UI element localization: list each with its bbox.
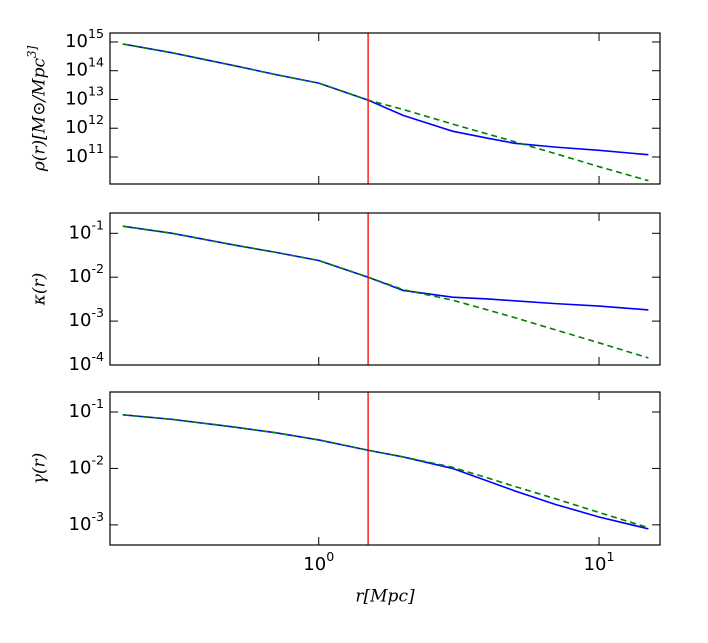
y-tick-label: 10-4: [69, 349, 104, 375]
data-line: [122, 43, 649, 156]
axes-frame: [109, 32, 661, 185]
y-tick-label: 10-3: [69, 305, 104, 331]
axes-frame: [109, 391, 661, 546]
data-line: [122, 43, 649, 182]
y-tick-label: 1015: [65, 26, 104, 52]
y-axis-label: κ(r): [30, 273, 50, 307]
y-tick-label: 1011: [65, 141, 104, 167]
data-line: [122, 414, 649, 530]
y-tick-label: 1013: [65, 83, 104, 109]
x-axis-label: r[Mpc]: [355, 587, 415, 607]
x-tick-label: 100: [303, 549, 334, 575]
data-line: [122, 225, 649, 359]
y-axis-label: ρ(r)[M⊙/Mpc3]: [25, 45, 50, 172]
y-tick-label: 10-3: [69, 509, 104, 535]
y-axis-label: γ(r): [30, 453, 50, 485]
y-tick-label: 10-1: [69, 217, 104, 243]
data-line: [122, 225, 649, 311]
y-tick-label: 1012: [65, 112, 104, 138]
y-tick-label: 10-2: [69, 452, 104, 478]
axes-frame: [109, 212, 661, 366]
x-tick-label: 101: [584, 549, 615, 575]
y-tick-label: 10-1: [69, 396, 104, 422]
y-tick-label: 1014: [65, 55, 104, 81]
y-tick-label: 10-2: [69, 261, 104, 287]
data-line: [122, 414, 649, 529]
